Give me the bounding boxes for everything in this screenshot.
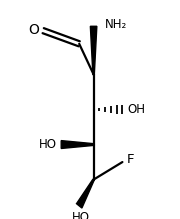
Polygon shape [90, 26, 97, 74]
Polygon shape [61, 141, 94, 148]
Text: HO: HO [39, 138, 57, 151]
Text: NH₂: NH₂ [104, 18, 127, 31]
Polygon shape [76, 179, 94, 208]
Text: O: O [28, 23, 39, 37]
Text: OH: OH [127, 103, 145, 116]
Text: F: F [127, 153, 134, 166]
Text: HO: HO [72, 211, 90, 219]
